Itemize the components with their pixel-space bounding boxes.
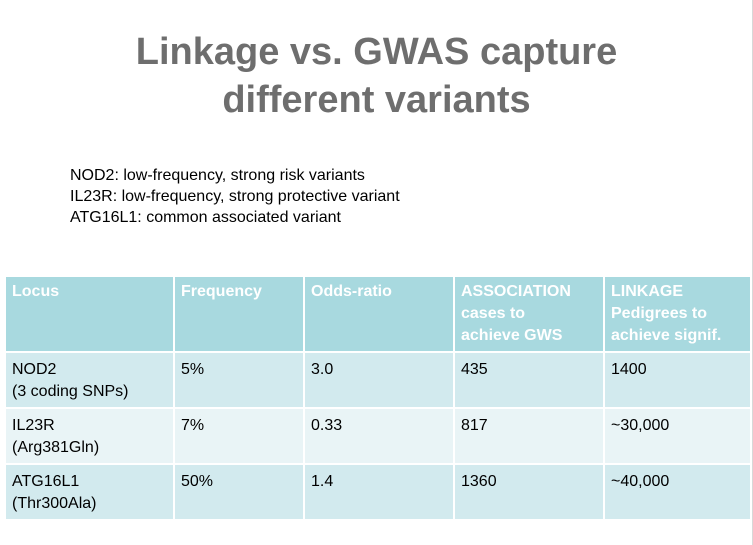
header-odds-ratio: Odds-ratio — [304, 277, 455, 353]
cell-frequency: 5% — [174, 352, 305, 409]
cell-frequency: 50% — [174, 464, 305, 521]
cell-linkage: ~40,000 — [604, 464, 750, 521]
summary-item-il23r: IL23R: low-frequency, strong protective … — [70, 188, 400, 205]
cell-locus: ATG16L1 (Thr300Ala) — [6, 464, 175, 521]
cell-frequency: 7% — [174, 408, 305, 465]
header-locus: Locus — [6, 277, 175, 353]
table-row: IL23R (Arg381Gln) 7% 0.33 817 ~30,000 — [6, 408, 750, 465]
cell-odds-ratio: 0.33 — [304, 408, 455, 465]
header-association: ASSOCIATION cases to achieve GWS — [454, 277, 605, 353]
slide-title-line-1: Linkage vs. GWAS capture — [135, 31, 618, 73]
table-row: NOD2 (3 coding SNPs) 5% 3.0 435 1400 — [6, 352, 750, 409]
table-row: ATG16L1 (Thr300Ala) 50% 1.4 1360 ~40,000 — [6, 464, 750, 521]
cell-linkage: ~30,000 — [604, 408, 750, 465]
cell-locus: NOD2 (3 coding SNPs) — [6, 352, 175, 409]
summary-item-nod2: NOD2: low-frequency, strong risk variant… — [70, 167, 365, 184]
cell-locus: IL23R (Arg381Gln) — [6, 408, 175, 465]
cell-odds-ratio: 3.0 — [304, 352, 455, 409]
cell-linkage: 1400 — [604, 352, 750, 409]
variant-summary-list: NOD2: low-frequency, strong risk variant… — [70, 165, 400, 228]
cell-association: 817 — [454, 408, 605, 465]
cell-odds-ratio: 1.4 — [304, 464, 455, 521]
slide-title-line-2: different variants — [222, 79, 531, 121]
cell-association: 435 — [454, 352, 605, 409]
slide-title: Linkage vs. GWAS capture different varia… — [0, 28, 753, 124]
header-linkage: LINKAGE Pedigrees to achieve signif. — [604, 277, 750, 353]
header-frequency: Frequency — [174, 277, 305, 353]
cell-association: 1360 — [454, 464, 605, 521]
summary-item-atg16l1: ATG16L1: common associated variant — [70, 209, 341, 226]
comparison-table: Locus Frequency Odds-ratio ASSOCIATION c… — [6, 277, 750, 521]
table-header-row: Locus Frequency Odds-ratio ASSOCIATION c… — [6, 277, 750, 353]
